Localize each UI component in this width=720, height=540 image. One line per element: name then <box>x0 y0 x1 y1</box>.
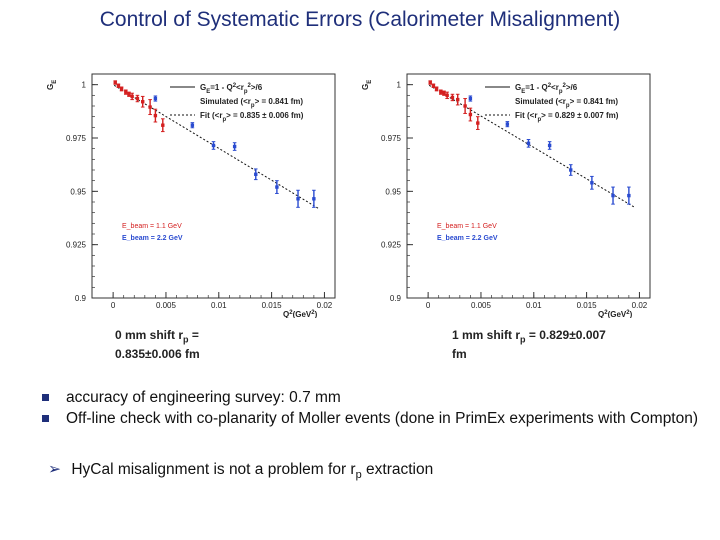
data-point <box>153 113 158 118</box>
data-point <box>611 193 615 198</box>
x-tick-label: 0.01 <box>211 301 227 310</box>
beam-label-blue: E_beam = 2.2 GeV <box>437 235 498 242</box>
x-tick-label: 0.01 <box>526 301 542 310</box>
y-tick-label: 0.95 <box>385 187 401 196</box>
data-point <box>135 96 140 101</box>
data-point <box>526 141 531 146</box>
data-point <box>456 97 460 102</box>
data-point <box>505 122 510 126</box>
beam-label-red: E_beam = 1.1 GeV <box>122 223 182 230</box>
chart-left-svg: 0.9 0.925 0.95 0.975 1 0 0.005 0.01 0.015 0.02Q2(… <box>46 73 336 319</box>
legend-fit: Fit (<rp> = 0.829 ± 0.007 fm) <box>515 111 619 123</box>
data-point <box>468 112 473 117</box>
data-point <box>431 84 436 88</box>
square-bullet-icon <box>42 415 49 422</box>
bullet-item: Off-line check with co-planarity of Moll… <box>42 409 708 429</box>
y-tick-label: 1 <box>82 81 87 90</box>
x-tick-label: 0.005 <box>156 301 177 310</box>
square-bullet-icon <box>42 394 49 401</box>
y-tick-label: 0.925 <box>381 241 402 250</box>
data-point <box>450 95 455 100</box>
data-point <box>116 84 121 88</box>
data-point <box>590 181 594 185</box>
legend-formula: GE=1 - Q2<rp2>/6 <box>200 83 263 95</box>
data-point <box>439 90 443 94</box>
legend-formula: GE=1 - Q2<rp2>/6 <box>515 83 578 95</box>
x-tick-label: 0.005 <box>471 301 492 310</box>
arrow-bullet-icon: ➢ <box>48 461 61 478</box>
data-point <box>141 100 145 104</box>
plot-right: 0.9 0.925 0.95 0.975 1 0 0.005 0.01 0.015 0.02 Q2(… <box>360 68 660 319</box>
data-point <box>148 105 152 109</box>
data-point <box>275 185 279 189</box>
caption-left: 0 mm shift rp = 0.835±0.006 fm <box>115 328 200 362</box>
y-tick-label: 0.9 <box>390 294 402 303</box>
bullet-list: accuracy of engineering survey: 0.7 mm O… <box>42 388 708 430</box>
x-tick-label: 0.02 <box>632 301 648 310</box>
data-point <box>113 80 117 85</box>
y-axis-label: GE <box>361 80 373 90</box>
y-axis-label: GE <box>46 80 58 90</box>
legend-simulated: Simulated (<rp> = 0.841 fm) <box>200 97 303 109</box>
plot-frame <box>91 73 336 299</box>
beam-label-red: E_beam = 1.1 GeV <box>437 223 497 230</box>
x-tick-label: 0 <box>111 301 116 310</box>
y-tick-label: 1 <box>397 81 402 90</box>
x-tick-label: 0 <box>426 301 431 310</box>
legend-fit: Fit (<rp> = 0.835 ± 0.006 fm) <box>200 111 304 123</box>
x-tick-label: 0.015 <box>262 301 283 310</box>
data-point <box>119 87 124 91</box>
y-tick-label: 0.975 <box>381 134 402 143</box>
data-point <box>161 123 165 127</box>
data-point <box>468 96 473 101</box>
data-point <box>211 143 216 148</box>
data-point <box>312 197 316 201</box>
x-axis-label: Q2(GeV2) <box>598 310 633 318</box>
plot-frame <box>406 73 651 299</box>
y-tick-label: 0.9 <box>75 294 87 303</box>
x-tick-label: 0.015 <box>577 301 598 310</box>
caption-right: 1 mm shift rp = 0.829±0.007 fm <box>452 328 606 362</box>
legend-simulated: Simulated (<rp> = 0.841 fm) <box>515 97 618 109</box>
data-point <box>445 93 449 98</box>
data-point <box>190 123 195 127</box>
chart-right-svg: 0.9 0.925 0.95 0.975 1 0 0.005 0.01 0.015 0.02Q2(… <box>361 73 651 319</box>
data-point <box>232 144 237 149</box>
bullet-item: accuracy of engineering survey: 0.7 mm <box>42 388 708 408</box>
data-point <box>127 92 131 96</box>
y-tick-label: 0.925 <box>66 241 87 250</box>
slide-title: Control of Systematic Errors (Calorimete… <box>99 8 621 31</box>
data-point <box>130 94 134 99</box>
data-point <box>627 193 631 198</box>
data-point <box>434 87 439 91</box>
plot-left: 0.9 0.925 0.95 0.975 1 0 0.005 0.01 0.015 0.02 Q2(… <box>45 68 345 319</box>
data-point <box>428 80 432 85</box>
beam-label-blue: E_beam = 2.2 GeV <box>122 235 183 242</box>
data-point <box>569 168 573 172</box>
y-tick-label: 0.975 <box>66 134 87 143</box>
data-point <box>476 121 480 125</box>
data-point <box>254 172 258 176</box>
data-point <box>442 91 446 95</box>
y-tick-label: 0.95 <box>70 187 86 196</box>
data-point <box>124 90 128 94</box>
data-point <box>547 143 552 148</box>
x-tick-label: 0.02 <box>317 301 333 310</box>
conclusion-line: ➢ HyCal misalignment is not a problem fo… <box>48 461 434 482</box>
data-point <box>153 96 158 101</box>
data-point <box>296 197 300 201</box>
x-axis-label: Q2(GeV2) <box>283 310 318 318</box>
data-point <box>463 104 467 108</box>
